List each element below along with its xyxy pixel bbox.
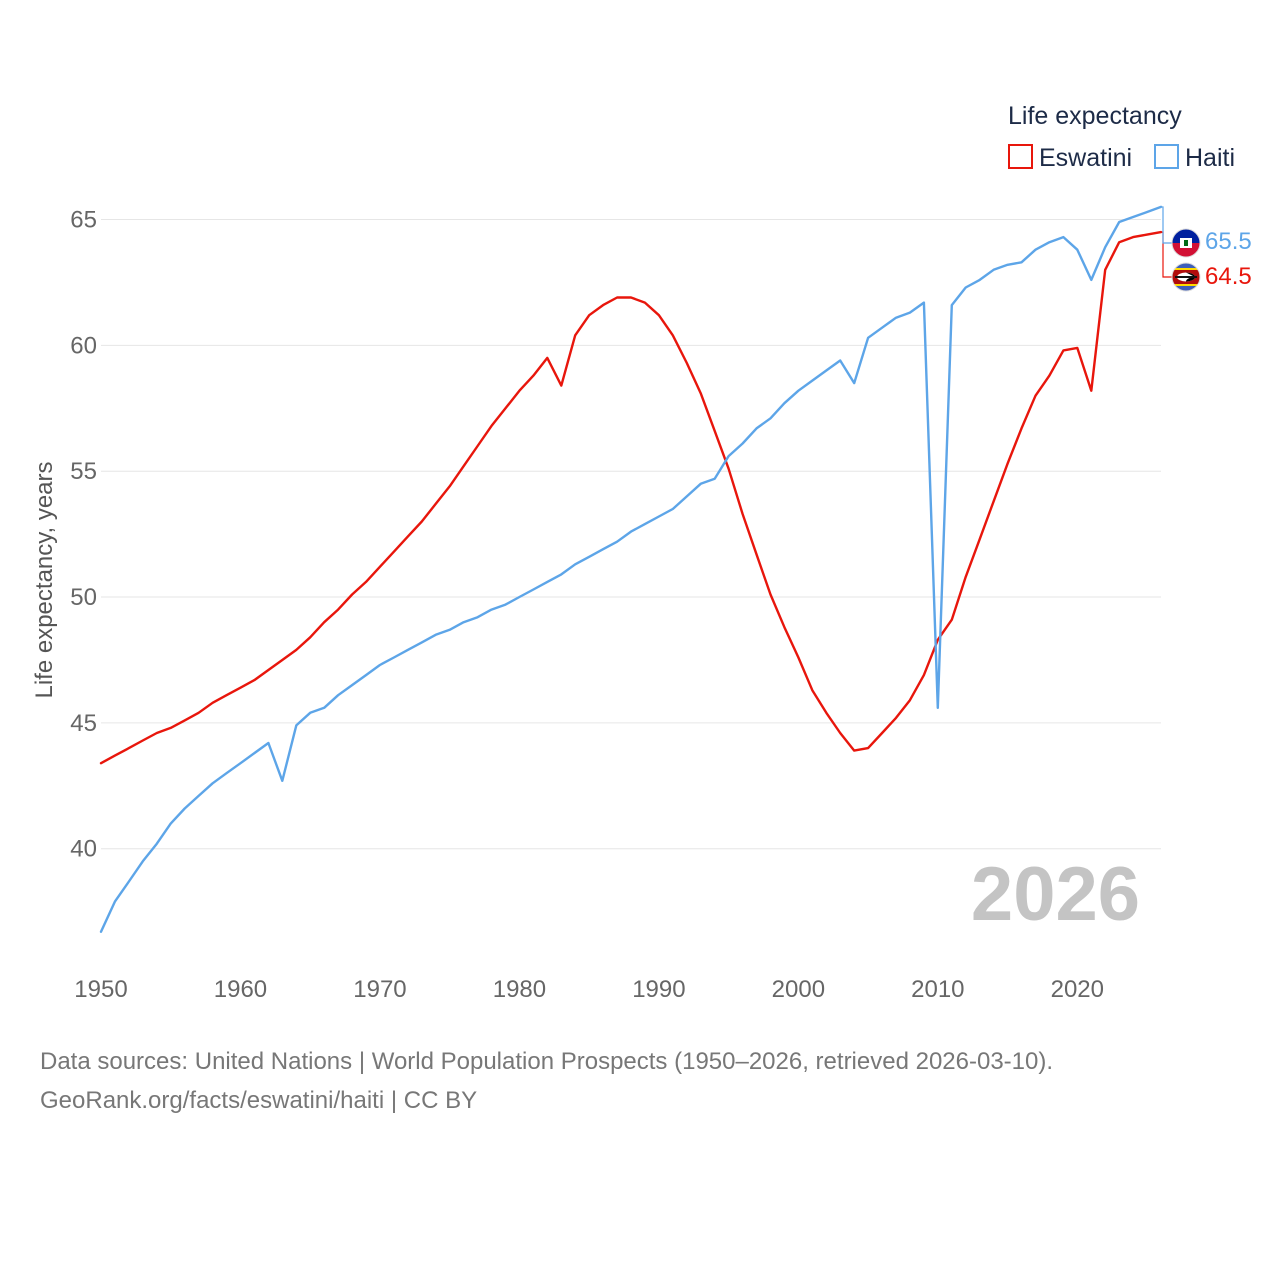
data-source-text: Data sources: United Nations | World Pop… (40, 1048, 1054, 1075)
y-tick-label-50: 50 (70, 584, 97, 611)
legend-swatch-eswatini[interactable] (1008, 144, 1033, 169)
y-tick-label-55: 55 (70, 458, 97, 485)
x-tick-label-1950: 1950 (74, 976, 127, 1003)
x-tick-label-2020: 2020 (1051, 976, 1104, 1003)
end-connector-eswatini (1161, 231, 1172, 278)
eswatini-flag-icon (1172, 263, 1200, 291)
x-axis-ticks: 1950 1960 1970 1980 1990 2000 2010 2020 (74, 976, 1104, 1003)
x-tick-label-1990: 1990 (632, 976, 685, 1003)
x-tick-label-1980: 1980 (493, 976, 546, 1003)
y-tick-label-40: 40 (70, 836, 97, 863)
y-tick-label-45: 45 (70, 710, 97, 737)
y-axis-ticks: 40 45 50 55 60 65 (70, 207, 97, 863)
x-tick-label-1960: 1960 (214, 976, 267, 1003)
y-tick-label-65: 65 (70, 207, 97, 234)
credit-link[interactable]: GeoRank.org/facts/eswatini/haiti | CC BY (40, 1087, 478, 1114)
legend-swatch-haiti[interactable] (1154, 144, 1179, 169)
end-value-haiti: 65.5 (1205, 228, 1252, 255)
footer: Data sources: United Nations | World Pop… (40, 1042, 1260, 1120)
legend-title: Life expectancy (1008, 102, 1182, 130)
gridlines (101, 219, 1161, 850)
legend: Life expectancy Eswatini Haiti (1008, 102, 1235, 172)
x-tick-label-1970: 1970 (353, 976, 406, 1003)
series-line-eswatini[interactable] (99, 230, 1163, 765)
x-tick-label-2010: 2010 (911, 976, 964, 1003)
end-markers (1161, 206, 1172, 278)
end-connector-haiti (1161, 206, 1172, 244)
haiti-flag-icon (1172, 229, 1200, 257)
y-tick-label-60: 60 (70, 332, 97, 359)
x-tick-label-2000: 2000 (772, 976, 825, 1003)
end-value-eswatini: 64.5 (1205, 263, 1252, 290)
series-line-haiti[interactable] (99, 205, 1163, 933)
y-axis-label: Life expectancy, years (31, 461, 58, 698)
legend-label-haiti[interactable]: Haiti (1185, 144, 1235, 172)
series-lines (99, 205, 1163, 933)
current-year-label: 2026 (971, 852, 1140, 937)
legend-label-eswatini[interactable]: Eswatini (1039, 144, 1132, 172)
